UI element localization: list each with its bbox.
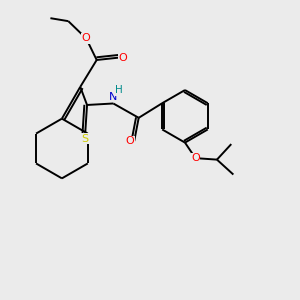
- Text: H: H: [115, 85, 123, 95]
- Text: O: O: [125, 136, 134, 146]
- Text: O: O: [82, 34, 91, 44]
- Text: S: S: [81, 134, 88, 144]
- Text: O: O: [191, 153, 200, 163]
- Text: N: N: [109, 92, 118, 102]
- Text: O: O: [118, 52, 127, 63]
